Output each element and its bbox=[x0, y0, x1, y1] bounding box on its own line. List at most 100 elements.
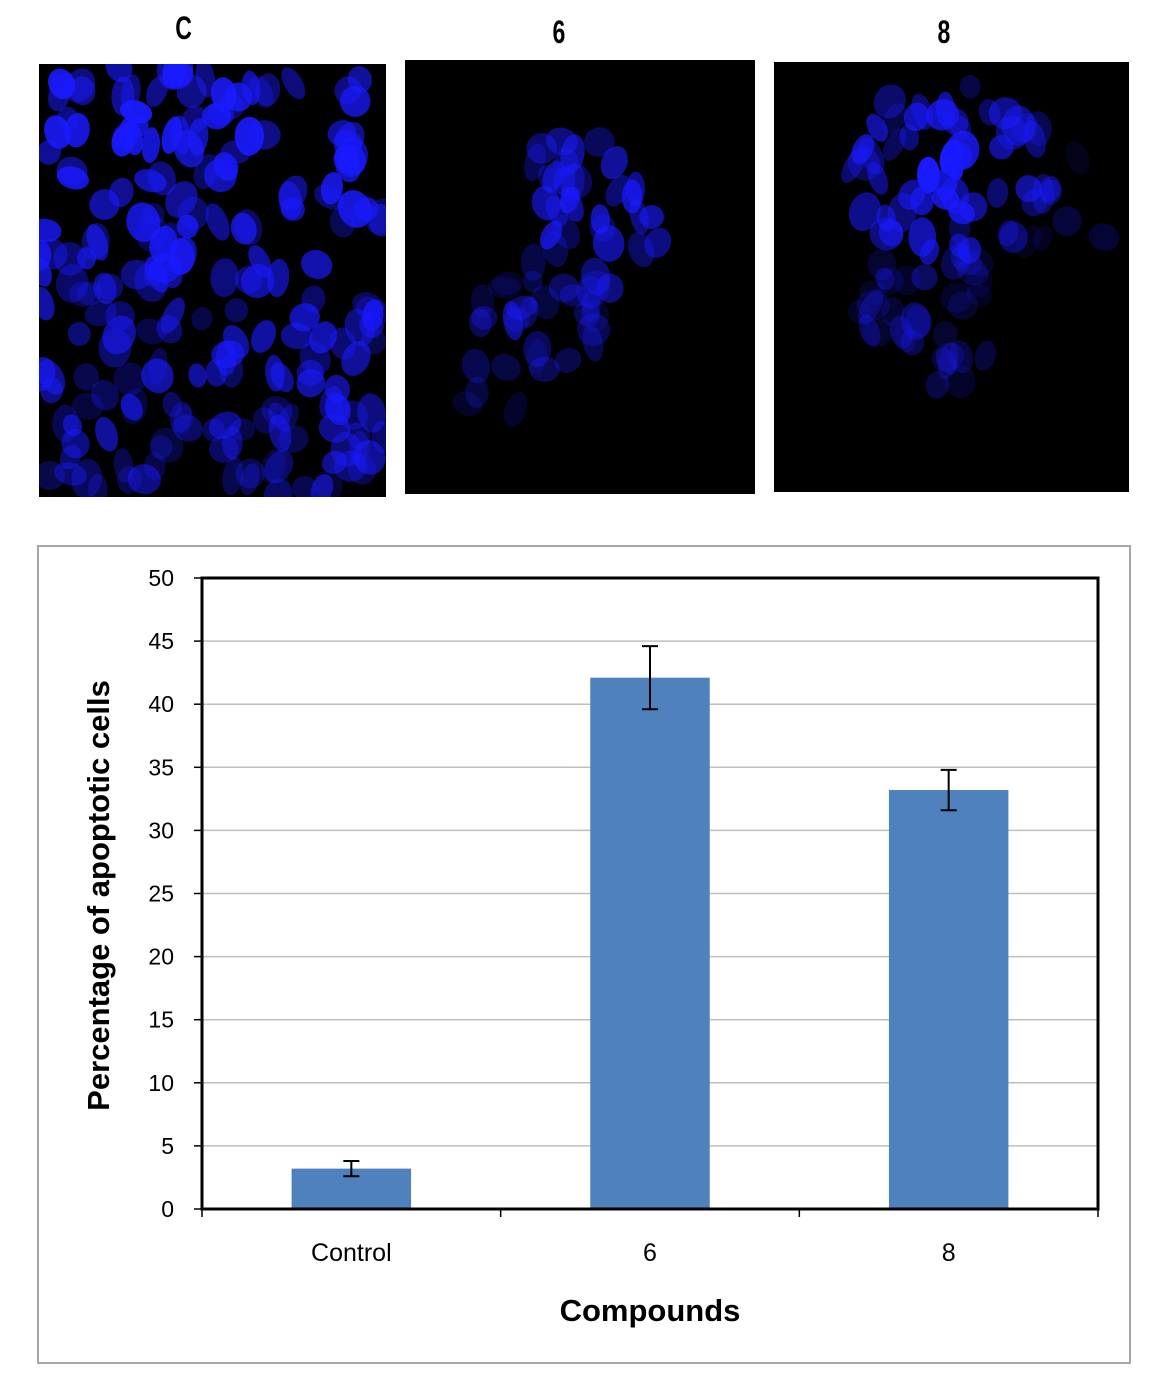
nucleus bbox=[530, 285, 560, 319]
nucleus bbox=[241, 70, 261, 106]
nucleus bbox=[173, 404, 194, 434]
nucleus bbox=[313, 470, 343, 497]
nucleus bbox=[219, 353, 244, 388]
nucleus bbox=[847, 300, 872, 324]
nucleus bbox=[73, 363, 100, 391]
nucleus bbox=[261, 396, 293, 425]
nucleus bbox=[84, 300, 117, 327]
nucleus bbox=[240, 463, 260, 496]
nucleus bbox=[858, 289, 884, 325]
y-tick-label: 20 bbox=[148, 944, 174, 970]
nucleus bbox=[644, 227, 672, 258]
nucleus bbox=[160, 297, 185, 334]
nucleus bbox=[39, 238, 68, 270]
nucleus bbox=[898, 179, 926, 210]
nucleus bbox=[299, 341, 331, 376]
nucleus bbox=[353, 439, 386, 475]
nucleus bbox=[626, 171, 645, 207]
nucleus bbox=[368, 203, 386, 237]
nucleus bbox=[899, 123, 920, 151]
nucleus bbox=[90, 379, 119, 411]
nucleus bbox=[56, 166, 90, 190]
nucleus bbox=[851, 134, 875, 164]
nucleus bbox=[959, 74, 981, 99]
nucleus bbox=[211, 340, 245, 369]
nucleus bbox=[577, 276, 604, 309]
nucleus bbox=[241, 263, 275, 299]
nucleus bbox=[491, 353, 521, 381]
nucleus bbox=[919, 239, 940, 265]
nucleus bbox=[111, 76, 135, 116]
nucleus bbox=[1015, 175, 1042, 203]
nucleus bbox=[141, 358, 174, 394]
y-tick-label: 50 bbox=[148, 565, 174, 591]
nucleus bbox=[108, 177, 134, 208]
nucleus bbox=[1023, 120, 1047, 158]
nucleus bbox=[149, 435, 173, 459]
nucleus bbox=[335, 137, 369, 175]
nucleus bbox=[986, 178, 1009, 208]
nucleus bbox=[595, 273, 624, 303]
nucleus bbox=[858, 314, 881, 347]
nucleus bbox=[176, 214, 199, 239]
x-tick-label: 8 bbox=[942, 1239, 956, 1267]
nucleus bbox=[529, 356, 560, 382]
nucleus bbox=[551, 214, 581, 249]
nucleus bbox=[112, 122, 139, 151]
nucleus bbox=[208, 411, 242, 439]
nucleus bbox=[334, 76, 362, 105]
nucleus bbox=[881, 296, 905, 327]
nucleus bbox=[93, 272, 117, 305]
x-axis-title: Compounds bbox=[560, 1293, 741, 1328]
nucleus bbox=[998, 221, 1028, 253]
nucleus bbox=[105, 64, 133, 83]
nucleus bbox=[469, 308, 492, 338]
nucleus bbox=[255, 73, 281, 107]
nucleus bbox=[935, 347, 958, 375]
y-axis-title: Percentage of apoptotic cells bbox=[81, 680, 116, 1111]
y-tick-label: 0 bbox=[161, 1196, 174, 1222]
nucleus bbox=[329, 206, 356, 238]
nucleus bbox=[346, 422, 371, 450]
nucleus bbox=[629, 198, 649, 235]
nucleus bbox=[1016, 225, 1042, 258]
nucleus bbox=[900, 329, 925, 356]
nucleus bbox=[940, 282, 972, 314]
y-tick-label: 5 bbox=[161, 1133, 174, 1159]
nucleus bbox=[195, 64, 216, 98]
nucleus bbox=[169, 401, 192, 433]
nucleus bbox=[39, 460, 65, 491]
nucleus bbox=[461, 348, 491, 384]
nucleus bbox=[309, 321, 338, 354]
nucleus bbox=[867, 248, 897, 281]
nucleus bbox=[143, 452, 166, 480]
y-tick-label: 30 bbox=[148, 817, 174, 843]
nucleus bbox=[52, 404, 79, 442]
nucleus bbox=[1065, 141, 1090, 175]
nucleus bbox=[127, 464, 161, 495]
nucleus bbox=[539, 220, 563, 250]
micrograph-compound-6-nuclei bbox=[405, 60, 755, 494]
nucleus bbox=[949, 340, 973, 374]
nucleus bbox=[54, 462, 87, 486]
nucleus bbox=[205, 203, 230, 241]
nucleus bbox=[296, 359, 325, 386]
nucleus bbox=[892, 265, 921, 296]
nucleus bbox=[526, 339, 547, 375]
nucleus bbox=[1052, 206, 1082, 237]
nucleus bbox=[39, 218, 62, 243]
nucleus bbox=[548, 273, 579, 302]
nucleus bbox=[1024, 111, 1052, 146]
nucleus bbox=[113, 448, 134, 483]
nucleus bbox=[600, 145, 628, 180]
nucleus bbox=[150, 427, 184, 463]
nucleus bbox=[209, 435, 239, 463]
nucleus bbox=[581, 290, 601, 322]
nucleus bbox=[188, 363, 207, 388]
nucleus bbox=[324, 374, 351, 403]
nucleus bbox=[465, 376, 489, 408]
nucleus bbox=[88, 473, 108, 497]
bar-6 bbox=[590, 677, 710, 1209]
nucleus bbox=[471, 284, 495, 318]
nucleus bbox=[264, 449, 294, 484]
